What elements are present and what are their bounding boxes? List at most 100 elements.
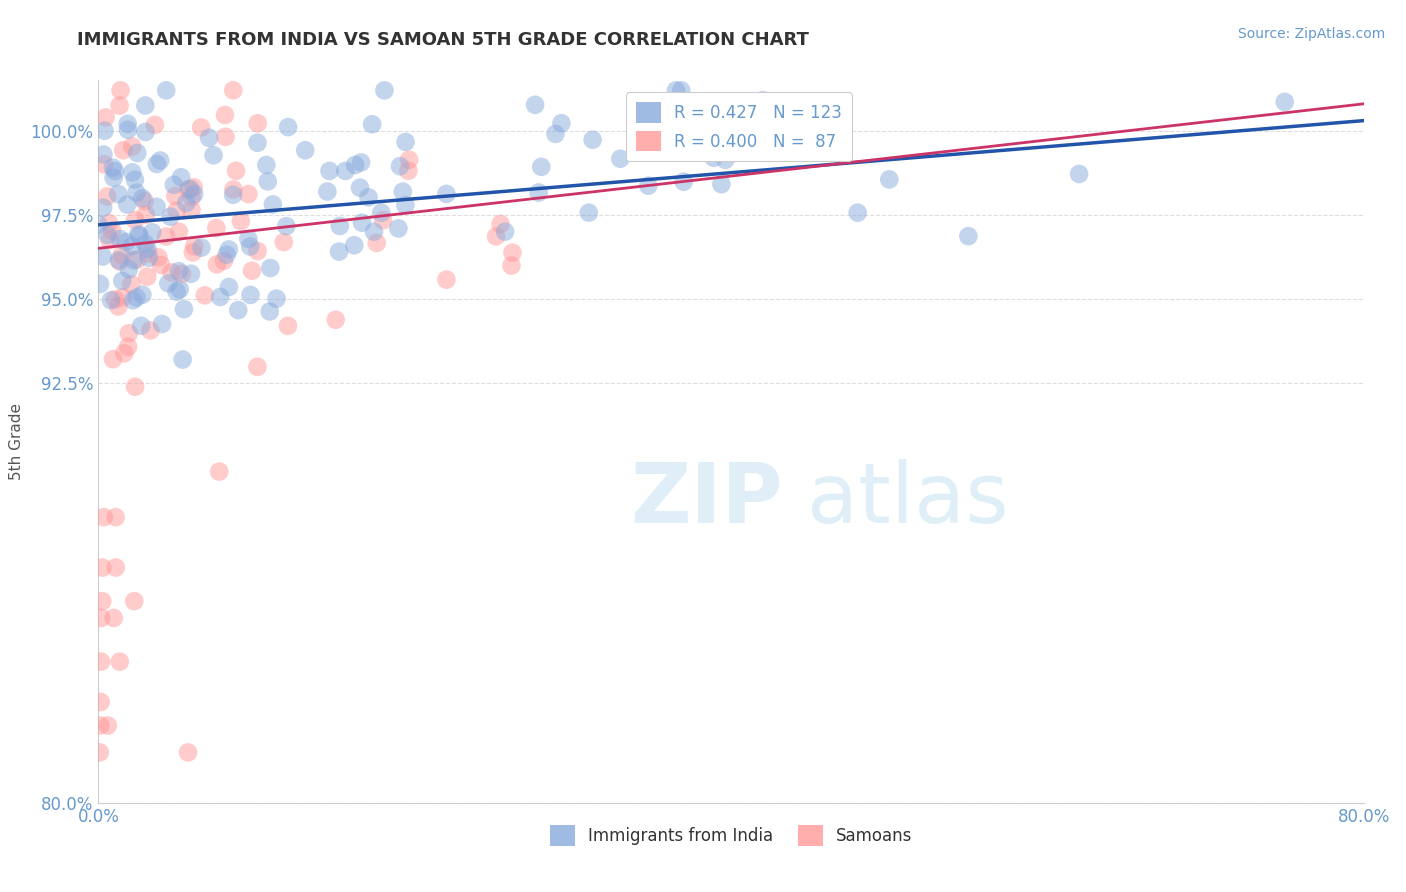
Point <box>93 124 115 138</box>
Point <box>100 293 122 307</box>
Point <box>328 244 350 259</box>
Point <box>214 108 236 122</box>
Point <box>294 143 316 157</box>
Point <box>112 143 135 157</box>
Point <box>394 198 416 212</box>
Point <box>277 318 299 333</box>
Point <box>179 182 201 196</box>
Point <box>957 229 980 244</box>
Point <box>108 253 131 268</box>
Legend: Immigrants from India, Samoans: Immigrants from India, Samoans <box>543 819 920 852</box>
Point <box>138 251 160 265</box>
Point <box>115 197 138 211</box>
Point <box>108 98 131 112</box>
Point <box>103 170 125 185</box>
Point <box>118 262 141 277</box>
Point <box>172 352 194 367</box>
Point <box>877 172 901 186</box>
Point <box>128 228 150 243</box>
Point <box>170 170 193 185</box>
Point <box>238 232 260 246</box>
Point <box>183 180 205 194</box>
Point <box>104 510 127 524</box>
Point <box>396 163 419 178</box>
Point <box>335 164 357 178</box>
Point <box>246 244 269 259</box>
Point <box>124 172 146 186</box>
Point <box>122 594 145 608</box>
Point <box>181 245 204 260</box>
Point <box>121 239 143 253</box>
Point <box>180 203 202 218</box>
Point <box>316 185 339 199</box>
Point <box>218 243 240 257</box>
Point <box>225 163 247 178</box>
Point <box>846 205 869 219</box>
Point <box>703 151 725 165</box>
Point <box>436 186 458 201</box>
Point <box>238 187 260 202</box>
Point <box>121 165 143 179</box>
Point <box>276 219 298 234</box>
Point <box>131 191 153 205</box>
Point <box>215 247 238 261</box>
Y-axis label: 5th Grade: 5th Grade <box>8 403 24 480</box>
Point <box>101 352 124 367</box>
Point <box>101 161 124 175</box>
Point <box>637 178 659 193</box>
Text: IMMIGRANTS FROM INDIA VS SAMOAN 5TH GRADE CORRELATION CHART: IMMIGRANTS FROM INDIA VS SAMOAN 5TH GRAD… <box>77 31 810 49</box>
Point <box>136 242 159 256</box>
Point <box>163 178 186 192</box>
Point <box>226 303 249 318</box>
Point <box>108 655 131 669</box>
Point <box>194 288 217 302</box>
Point <box>166 285 188 299</box>
Point <box>104 560 127 574</box>
Point <box>239 239 262 253</box>
Point <box>121 139 143 153</box>
Point <box>266 292 288 306</box>
Point <box>104 293 127 307</box>
Point <box>141 226 163 240</box>
Point <box>177 745 200 759</box>
Point <box>239 288 262 302</box>
Point <box>212 253 235 268</box>
Point <box>205 257 228 271</box>
Point <box>609 152 631 166</box>
Point <box>208 465 231 479</box>
Point <box>751 93 773 107</box>
Point <box>1069 167 1091 181</box>
Point <box>246 136 269 150</box>
Point <box>93 510 115 524</box>
Point <box>118 326 141 341</box>
Point <box>91 250 114 264</box>
Point <box>177 182 200 196</box>
Point <box>91 594 114 608</box>
Point <box>107 300 129 314</box>
Point <box>127 227 149 242</box>
Point <box>96 227 118 242</box>
Point <box>90 695 112 709</box>
Point <box>145 200 167 214</box>
Point <box>89 277 111 291</box>
Point <box>361 117 384 131</box>
Point <box>501 259 523 273</box>
Point <box>87 218 110 232</box>
Point <box>93 147 115 161</box>
Point <box>218 280 240 294</box>
Point <box>136 246 159 260</box>
Point <box>665 83 688 97</box>
Point <box>489 217 512 231</box>
Text: atlas: atlas <box>807 458 1008 540</box>
Point <box>127 252 149 267</box>
Point <box>150 317 173 331</box>
Point <box>94 111 117 125</box>
Point <box>350 155 373 169</box>
Point <box>112 346 135 360</box>
Point <box>214 129 236 144</box>
Point <box>240 264 263 278</box>
Point <box>122 293 145 308</box>
Point <box>527 186 550 200</box>
Point <box>165 189 187 203</box>
Point <box>246 359 269 374</box>
